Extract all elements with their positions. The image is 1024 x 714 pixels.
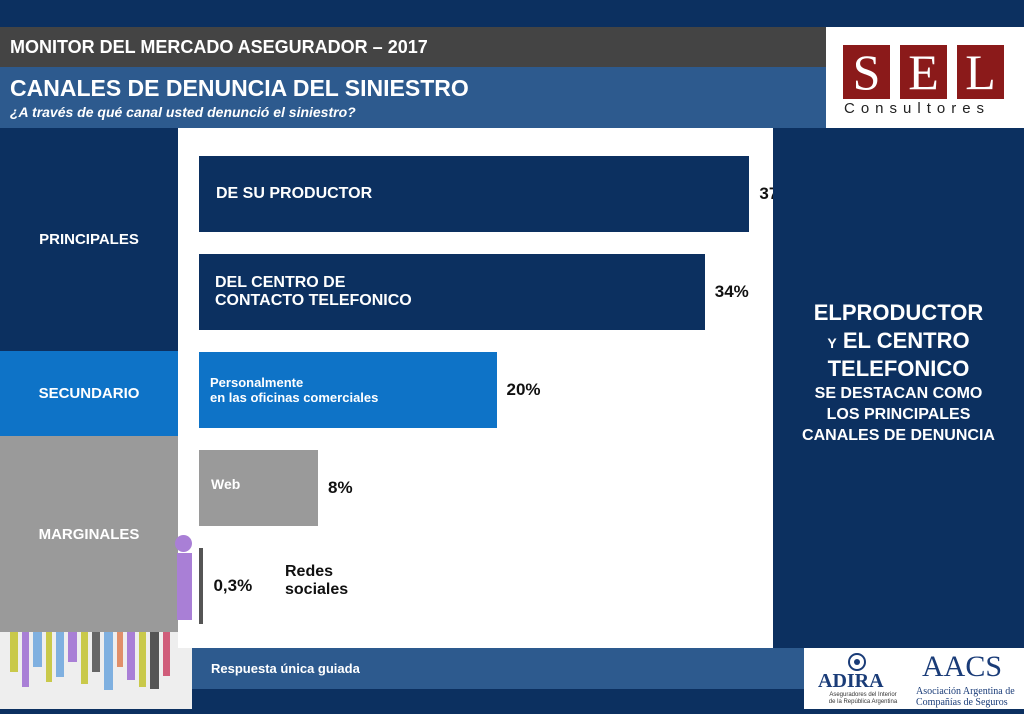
- people-silhouettes: [10, 632, 170, 690]
- adira-sub-line-2: de la República Argentina: [828, 699, 898, 705]
- bar: Web: [199, 450, 318, 526]
- aacs-sub-line-2: Compañías de Seguros: [916, 697, 1008, 708]
- aacs-subtitle: Asociación Argentina de Compañías de Seg…: [916, 686, 1015, 708]
- bar-label: DE SU PRODUCTOR: [216, 185, 373, 202]
- conclusion-conjunction: Y: [827, 335, 837, 351]
- conclusion-line-3: TELEFONICO: [827, 356, 970, 381]
- person-head-icon: [175, 535, 192, 552]
- adira-emblem-icon: [848, 653, 866, 671]
- aacs-sub-line-1: Asociación Argentina de: [916, 686, 1015, 697]
- person-body-icon: [177, 553, 192, 620]
- conclusion-line-4: SE DESTACAN COMO: [814, 385, 983, 402]
- bar: [199, 548, 204, 624]
- bar: Personalmente en las oficinas comerciale…: [199, 352, 497, 428]
- decorative-people-strip: [0, 632, 192, 709]
- category-marginales: MARGINALES: [0, 436, 178, 632]
- page-subtitle: ¿A través de qué canal usted denunció el…: [10, 104, 356, 120]
- bar-value-label: 8%: [328, 478, 353, 497]
- footer-note: Respuesta única guiada: [192, 648, 804, 689]
- logo-letter-s: S: [843, 45, 890, 99]
- bar: DEL CENTRO DE CONTACTO TELEFONICO: [199, 254, 705, 330]
- bar-label: Web: [211, 476, 241, 492]
- adira-sub-line-1: Aseguradores del Interior: [829, 692, 897, 698]
- logo-subtitle: Consultores: [844, 100, 991, 117]
- conclusion-line-2-text: EL CENTRO: [842, 328, 970, 353]
- conclusion-line-6: CANALES DE DENUNCIA: [802, 427, 995, 444]
- bar-label: DEL CENTRO DE CONTACTO TELEFONICO: [215, 274, 412, 309]
- sel-logo: S E L Consultores: [826, 27, 1024, 128]
- bar-label: Redes sociales: [285, 563, 349, 598]
- adira-subtitle: Aseguradores del Interior de la Repúblic…: [818, 692, 908, 706]
- top-strip: [0, 0, 1024, 27]
- title-bar: CANALES DE DENUNCIA DEL SINIESTRO ¿A tra…: [0, 67, 826, 128]
- conclusion-line-1: ELPRODUCTOR: [813, 300, 984, 325]
- category-principales: PRINCIPALES: [0, 128, 178, 351]
- logo-letter-l: L: [957, 45, 1004, 99]
- adira-logo: ADIRA: [818, 670, 884, 692]
- logo-letter-e: E: [900, 45, 947, 99]
- bar-value-label: 20%: [506, 380, 541, 399]
- conclusion-panel: ELPRODUCTOR Y EL CENTRO TELEFONICO SE DE…: [773, 128, 1024, 648]
- bar: DE SU PRODUCTOR: [199, 156, 750, 232]
- aacs-logo: AACS: [922, 650, 1003, 683]
- bar-value-label: 34%: [714, 282, 749, 301]
- conclusion-line-2: Y EL CENTRO: [773, 328, 1024, 354]
- monitor-title: MONITOR DEL MERCADO ASEGURADOR – 2017: [0, 27, 826, 67]
- conclusion-line-5: LOS PRINCIPALES: [826, 406, 971, 423]
- bar-value-label: 0,3%: [213, 576, 253, 595]
- bar-label: Personalmente en las oficinas comerciale…: [210, 375, 379, 405]
- category-secundario: SECUNDARIO: [0, 351, 178, 436]
- page-title: CANALES DE DENUNCIA DEL SINIESTRO: [10, 75, 469, 101]
- footer-logos: ADIRA Aseguradores del Interior de la Re…: [804, 648, 1024, 709]
